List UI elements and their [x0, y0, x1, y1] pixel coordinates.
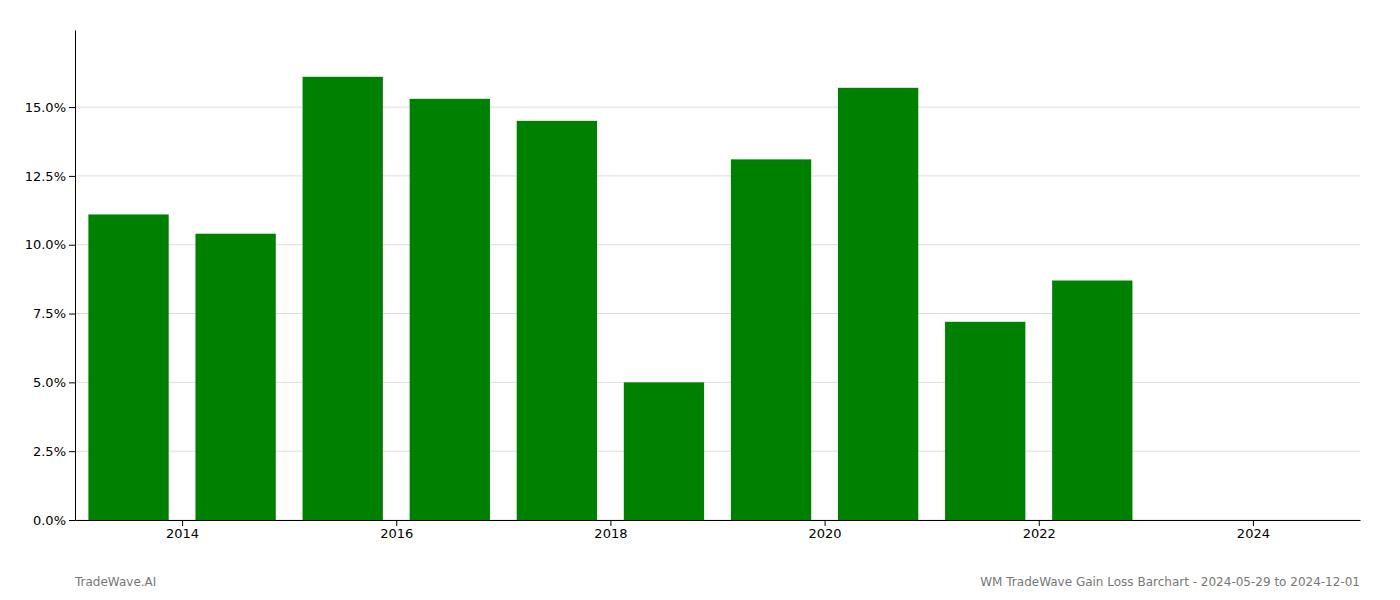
y-tick-mark [69, 107, 75, 108]
plot-area [88, 77, 1132, 520]
y-tick-label: 2.5% [33, 444, 66, 459]
y-tick-label: 7.5% [33, 306, 66, 321]
x-tick-label: 2016 [380, 526, 413, 541]
chart-container: 2014 2016 2018 2020 2022 2024 0.0% 2.5% 5.0% 7.5%… [0, 0, 1400, 600]
bar [731, 159, 811, 520]
y-tick-mark [69, 520, 75, 521]
x-tick-mark [182, 520, 183, 526]
y-tick-mark [69, 451, 75, 452]
footer-right: WM TradeWave Gain Loss Barchart - 2024-0… [980, 575, 1360, 589]
y-axis: 0.0% 2.5% 5.0% 7.5% 10.0% 12.5% 15.0% [25, 31, 76, 528]
bar [945, 322, 1025, 520]
x-tick: 2024 [1237, 520, 1270, 541]
y-tick: 7.5% [33, 306, 75, 321]
x-tick-label: 2022 [1023, 526, 1056, 541]
x-tick: 2014 [166, 520, 199, 541]
y-tick-label: 12.5% [25, 169, 66, 184]
bar [303, 77, 383, 520]
bar [624, 382, 704, 520]
x-tick-label: 2014 [166, 526, 199, 541]
bar [838, 88, 918, 520]
y-tick: 12.5% [25, 169, 75, 184]
y-tick-mark [69, 314, 75, 315]
x-tick: 2016 [380, 520, 413, 541]
x-tick: 2018 [594, 520, 627, 541]
bar [517, 121, 597, 520]
x-tick: 2022 [1023, 520, 1056, 541]
y-tick: 10.0% [25, 237, 75, 252]
x-tick-label: 2024 [1237, 526, 1270, 541]
y-tick: 5.0% [33, 375, 75, 390]
bar [410, 99, 490, 520]
y-tick-mark [69, 176, 75, 177]
bar [195, 234, 275, 520]
y-tick-mark [69, 245, 75, 246]
x-tick-mark [396, 520, 397, 526]
x-tick-label: 2018 [594, 526, 627, 541]
footer-left: TradeWave.AI [74, 575, 156, 589]
y-tick: 0.0% [33, 513, 75, 528]
grid-line [75, 107, 1360, 108]
x-tick-mark [1039, 520, 1040, 526]
grid-line [75, 175, 1360, 176]
y-tick-label: 0.0% [33, 513, 66, 528]
y-axis-line [75, 31, 76, 521]
x-tick: 2020 [809, 520, 842, 541]
y-tick-mark [69, 382, 75, 383]
x-tick-mark [1253, 520, 1254, 526]
x-axis-line [76, 520, 1361, 521]
x-tick-label: 2020 [809, 526, 842, 541]
y-tick: 2.5% [33, 444, 75, 459]
x-axis: 2014 2016 2018 2020 2022 2024 [76, 520, 1361, 541]
y-tick: 15.0% [25, 100, 75, 115]
chart-svg: 2014 2016 2018 2020 2022 2024 0.0% 2.5% 5.0% 7.5%… [0, 0, 1400, 600]
y-tick-label: 15.0% [25, 100, 66, 115]
y-tick-label: 10.0% [25, 237, 66, 252]
bar [1052, 281, 1132, 520]
grid [75, 107, 1360, 520]
y-tick-label: 5.0% [33, 375, 66, 390]
x-tick-mark [610, 520, 611, 526]
x-tick-mark [825, 520, 826, 526]
bar [88, 214, 168, 520]
